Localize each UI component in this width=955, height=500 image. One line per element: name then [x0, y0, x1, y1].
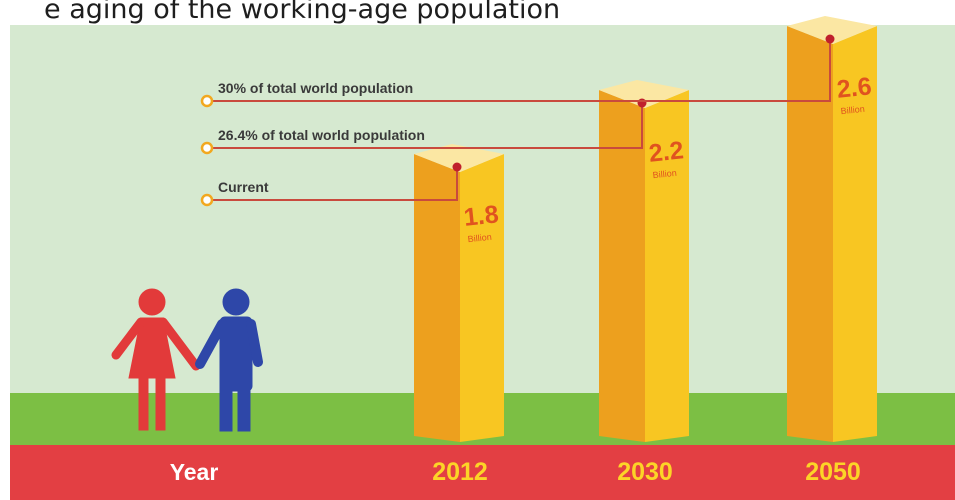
unit-label-2012: Billion — [467, 232, 492, 244]
x-tick-2050: 2050 — [805, 458, 861, 486]
bar-2012 — [460, 154, 504, 442]
annotation-label-2012: Current — [218, 179, 269, 195]
bottom-band — [10, 445, 955, 500]
bar-marker-2012 — [452, 162, 462, 172]
annotation-ring-2050 — [200, 94, 214, 108]
leader-line-2012 — [212, 167, 458, 201]
value-label-2050: 2.6 — [835, 72, 873, 103]
annotation-label-2030: 26.4% of total world population — [218, 127, 425, 143]
bar-marker-2050 — [825, 34, 835, 44]
annotation-ring-2030 — [200, 141, 214, 155]
x-axis-title: Year — [170, 459, 219, 485]
caption-text: e aging of the working-age population — [44, 0, 561, 25]
bar-side-2030 — [599, 90, 645, 442]
value-label-2012: 1.8 — [462, 200, 500, 231]
bar-side-2050 — [787, 26, 833, 442]
annotation-label-2050: 30% of total world population — [218, 80, 413, 96]
x-tick-2030: 2030 — [617, 458, 673, 486]
annotation-ring-2012 — [200, 193, 214, 207]
bar-top-2030 — [599, 80, 689, 108]
woman-icon — [111, 288, 201, 431]
bar-side-2012 — [414, 154, 460, 442]
value-label-2030: 2.2 — [647, 136, 685, 167]
unit-label-2050: Billion — [840, 104, 865, 116]
bar-marker-2030 — [637, 98, 647, 108]
man-icon — [195, 288, 263, 432]
bar-top-2050 — [787, 16, 877, 44]
bar-2030 — [645, 90, 689, 442]
leader-line-2030 — [212, 103, 643, 149]
bar-top-2012 — [414, 144, 504, 172]
x-tick-2012: 2012 — [432, 458, 488, 486]
unit-label-2030: Billion — [652, 168, 677, 180]
bar-2050 — [833, 26, 877, 442]
leader-line-2050 — [212, 39, 831, 102]
